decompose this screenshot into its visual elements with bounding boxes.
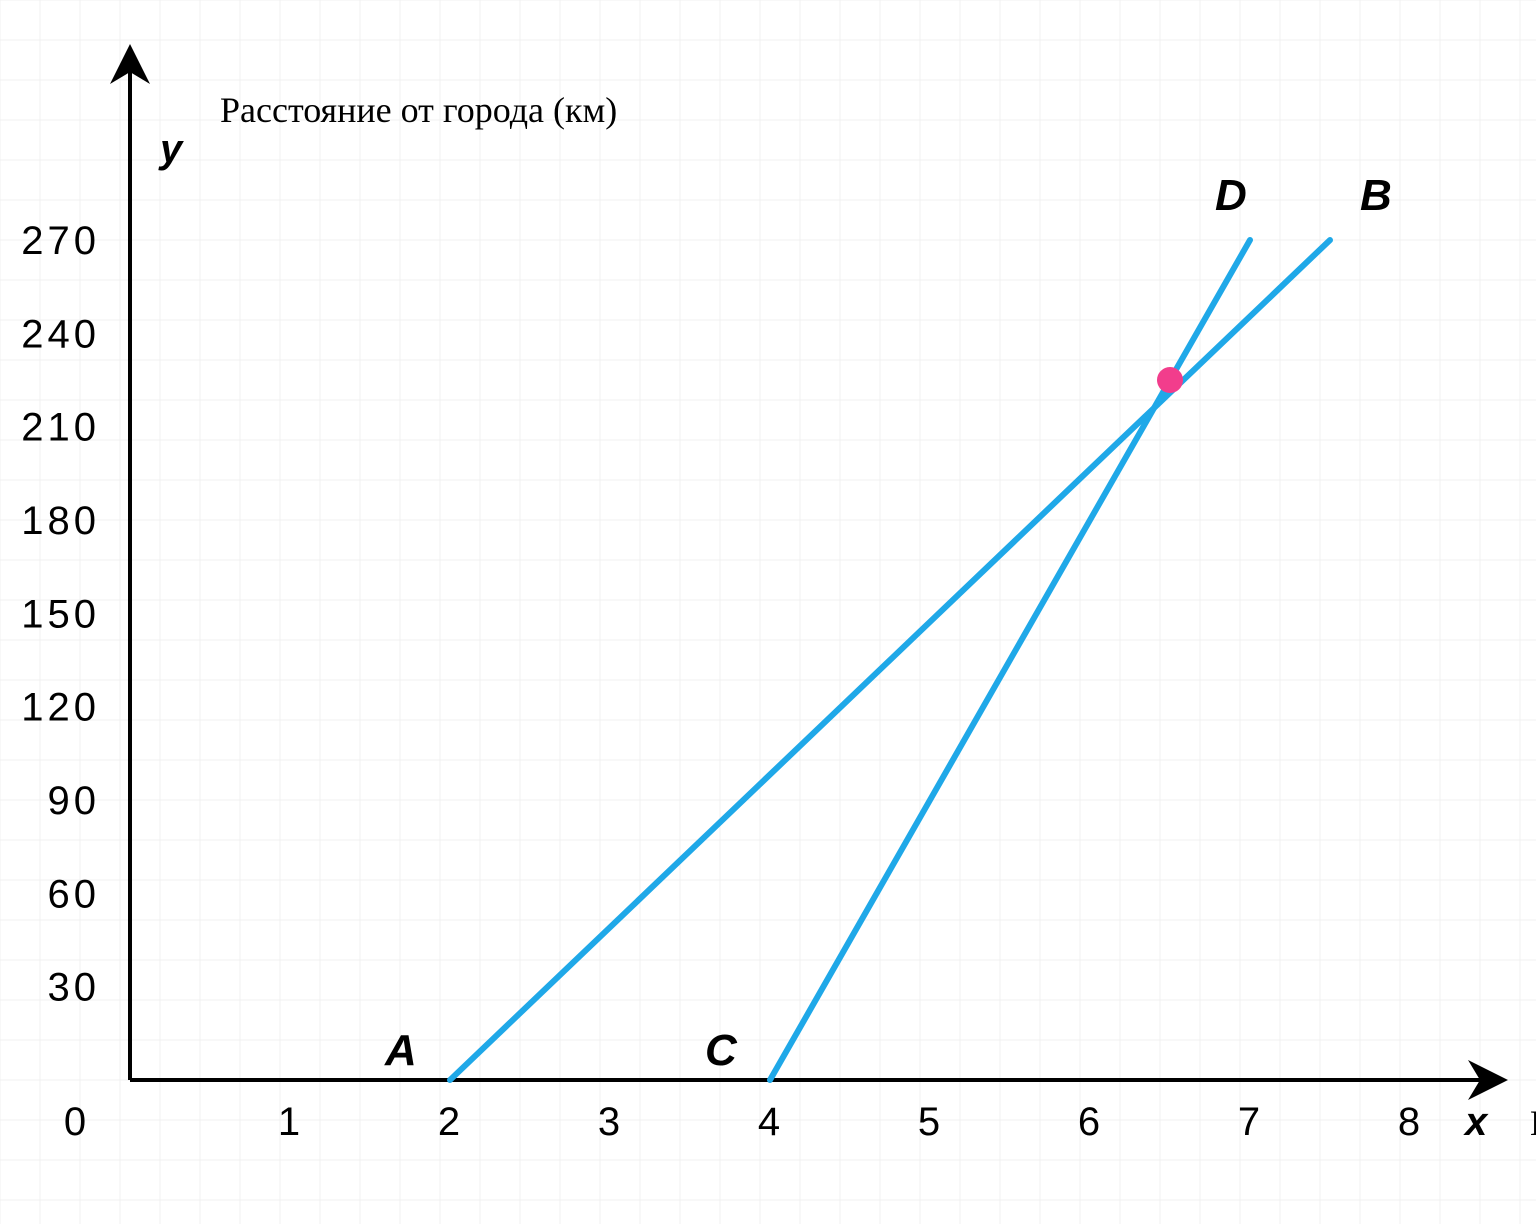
y-axis-letter: y [158,127,184,171]
x-tick-labels: 1 2 3 4 5 6 7 8 [278,1100,1422,1144]
x-tick-label: 1 [278,1100,302,1144]
y-tick-label: 30 [48,966,101,1010]
point-label-A: A [384,1026,417,1075]
x-tick-label: 8 [1398,1100,1422,1144]
origin-label: 0 [64,1100,86,1144]
x-axis-letter: x [1463,1100,1489,1144]
y-tick-label: 150 [21,592,100,636]
data-lines [450,240,1330,1080]
point-label-B: B [1360,171,1392,220]
chart-container: 1 2 3 4 5 6 7 8 30 60 90 120 150 180 210 240 270 0 y x Расст… [0,0,1536,1224]
y-tick-label: 240 [21,312,100,356]
background-grid [0,0,1536,1224]
x-tick-label: 6 [1078,1100,1102,1144]
y-tick-label: 90 [48,779,101,823]
y-axis-title: Расстояние от города (км) [220,90,617,130]
axes [130,72,1480,1080]
line-AB [450,240,1330,1080]
point-labels: A B C D [384,171,1392,1075]
y-tick-label: 210 [21,406,100,450]
line-chart: 1 2 3 4 5 6 7 8 30 60 90 120 150 180 210 240 270 0 y x Расст… [0,0,1536,1224]
x-tick-label: 7 [1238,1100,1262,1144]
line-CD [770,240,1250,1080]
y-tick-labels: 30 60 90 120 150 180 210 240 270 [21,219,100,1010]
x-tick-label: 2 [438,1100,462,1144]
point-label-C: C [705,1026,738,1075]
x-tick-label: 4 [758,1100,782,1144]
y-tick-label: 270 [21,219,100,263]
x-tick-label: 3 [598,1100,622,1144]
y-tick-label: 60 [48,872,101,916]
y-tick-label: 180 [21,499,100,543]
x-axis-title: Время суток (ч) [1530,1103,1536,1143]
y-tick-label: 120 [21,686,100,730]
intersection-point [1157,367,1183,393]
point-label-D: D [1215,171,1247,220]
x-tick-label: 5 [918,1100,942,1144]
